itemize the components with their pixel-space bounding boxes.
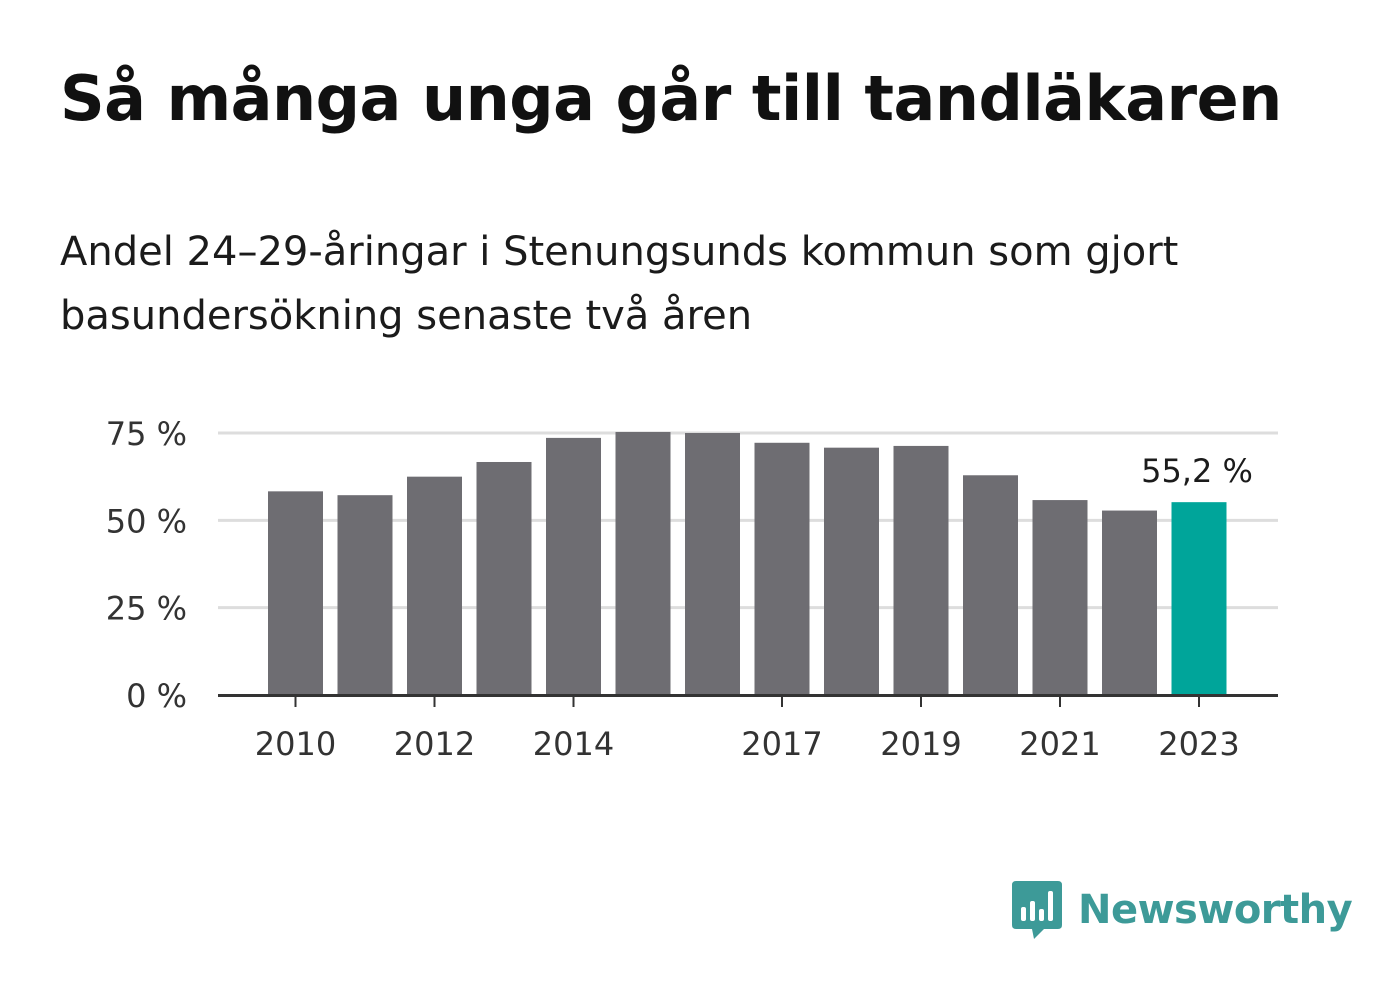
data-labels: 55,2 % — [1141, 452, 1253, 490]
brand-name: Newsworthy — [1078, 887, 1353, 933]
x-tick-label: 2012 — [394, 725, 475, 763]
y-axis-tick-labels: 0 % 25 % 50 % 75 % — [106, 415, 187, 715]
x-axis-tick-labels: 2010 2012 2014 2017 2019 2021 2023 — [255, 725, 1240, 763]
gridlines — [218, 431, 1278, 610]
y-tick-label: 0 % — [126, 677, 187, 715]
bar-2018 — [824, 447, 879, 695]
x-tick-label: 2019 — [880, 725, 961, 763]
bar-2011 — [337, 495, 393, 695]
bar-2019 — [893, 445, 949, 695]
bar-2016 — [685, 433, 740, 695]
newsworthy-bar-chart-speech-bubble-icon — [1012, 881, 1062, 939]
x-tick-label: 2021 — [1019, 725, 1100, 763]
bar-2012 — [407, 476, 462, 695]
x-tick-label: 2017 — [741, 725, 822, 763]
bars — [268, 431, 1227, 695]
x-tick-label: 2014 — [533, 725, 614, 763]
bar-2020 — [963, 475, 1018, 695]
x-tick-label: 2010 — [255, 725, 336, 763]
chart-title: Så många unga går till tandläkaren — [60, 62, 1282, 135]
bar-2017 — [754, 442, 810, 695]
bar-2014 — [546, 437, 601, 695]
highlight-value-label: 55,2 % — [1141, 452, 1253, 490]
bar-2010 — [268, 491, 323, 695]
bar-highlight-2023 — [1171, 502, 1227, 695]
chart-subtitle: Andel 24–29-åringar i Stenungsunds kommu… — [60, 229, 1179, 339]
y-tick-label: 25 % — [106, 590, 187, 628]
bar-2021 — [1032, 500, 1088, 695]
newsworthy-logo: Newsworthy — [1010, 878, 1353, 942]
x-tick-label: 2023 — [1158, 725, 1239, 763]
bar-2022 — [1102, 510, 1157, 695]
bar-chart: 0 % 25 % 50 % 75 % 2010 2012 2014 2017 2019 2021… — [106, 415, 1278, 763]
y-tick-label: 75 % — [106, 415, 187, 453]
bar-2015 — [615, 431, 671, 695]
y-tick-label: 50 % — [106, 502, 187, 540]
bar-2013 — [476, 461, 532, 695]
x-axis — [218, 694, 1278, 707]
